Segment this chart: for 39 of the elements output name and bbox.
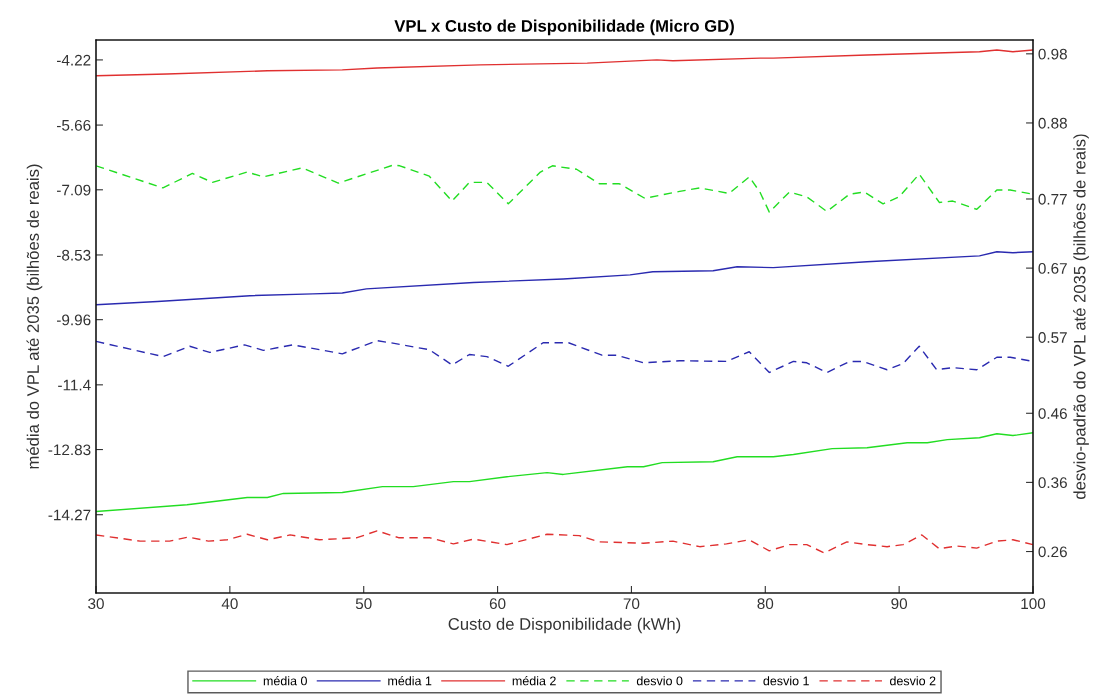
y2-tick-label: 0.36 [1038, 477, 1067, 489]
x-tick-label: 70 [623, 598, 640, 610]
y2-tick-label: 0.77 [1038, 193, 1067, 205]
line-series [96, 432, 1033, 513]
y-tick-label: -12.83 [48, 444, 91, 456]
x-axis-title: Custo de Disponibilidade (kWh) [448, 617, 681, 634]
x-tick-label: 60 [489, 598, 506, 610]
x-tick-label: 30 [88, 598, 104, 610]
y-tick-label: -9.96 [57, 314, 91, 326]
y-axis-title: média do VPL até 2035 (bilhões de reais) [26, 164, 43, 469]
y-tick-label: -7.09 [57, 184, 91, 196]
x-tick-label: 50 [355, 598, 372, 610]
y2-tick-label: 0.98 [1038, 48, 1067, 60]
y2-tick-label: 0.57 [1038, 332, 1067, 343]
line-series [96, 530, 1033, 554]
y2-tick-label: 0.88 [1038, 117, 1067, 129]
legend-label: média 0 [263, 675, 307, 686]
x-tick-label: 40 [221, 598, 238, 610]
legend-label: desvio 0 [636, 676, 683, 686]
legend-label: média 2 [512, 675, 556, 686]
chart-title: VPL x Custo de Disponibilidade (Micro GD) [394, 19, 734, 36]
line-series [96, 49, 1033, 77]
y2-tick-label: 0.67 [1038, 262, 1067, 274]
x-tick-label: 90 [891, 598, 908, 610]
y-tick-label: -5.66 [57, 119, 91, 131]
y-tick-label: -11.4 [58, 379, 91, 391]
x-tick-label: 80 [757, 598, 774, 610]
y-tick-label: -14.27 [48, 509, 91, 521]
y-tick-label: -8.53 [57, 249, 91, 261]
legend-label: média 1 [388, 675, 432, 686]
y2-tick-label: 0.46 [1038, 408, 1067, 419]
y2-axis-title: desvio-padrão do VPL até 2035 (bilhões de reais) [1073, 134, 1089, 499]
line-series [96, 251, 1033, 306]
legend-label: desvio 2 [890, 676, 936, 686]
x-tick-label: 100 [1021, 598, 1046, 610]
y-tick-label: -4.22 [57, 54, 91, 66]
y2-tick-label: 0.26 [1038, 546, 1067, 558]
legend-label: desvio 1 [763, 676, 809, 686]
line-series [96, 164, 1033, 213]
